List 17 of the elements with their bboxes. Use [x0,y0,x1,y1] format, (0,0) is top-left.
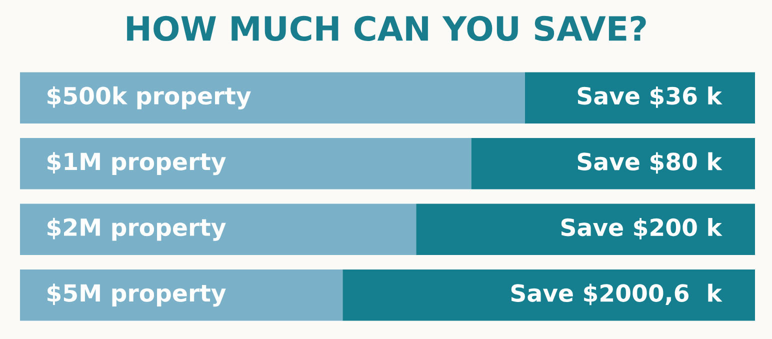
bar [20,269,343,321]
y-tick-label: $500k property [48,86,251,110]
y-tick-label: $1M property [48,152,226,176]
bar [342,269,755,321]
annotation: Save $36 k [578,86,722,108]
bar [20,72,525,124]
bar [20,204,416,256]
chart-title: HOW MUCH CAN YOU SAVE? [127,16,646,42]
annotation: Save $200 k [561,218,722,240]
bar [416,204,755,256]
y-tick-label: $2M property [48,218,226,241]
y-tick-label: $5M property [48,284,226,307]
annotation: Save $2000,6 k [511,284,722,306]
bar [471,138,755,190]
annotation: Save $80 k [578,152,722,174]
bar [20,138,472,190]
bar [524,72,755,124]
